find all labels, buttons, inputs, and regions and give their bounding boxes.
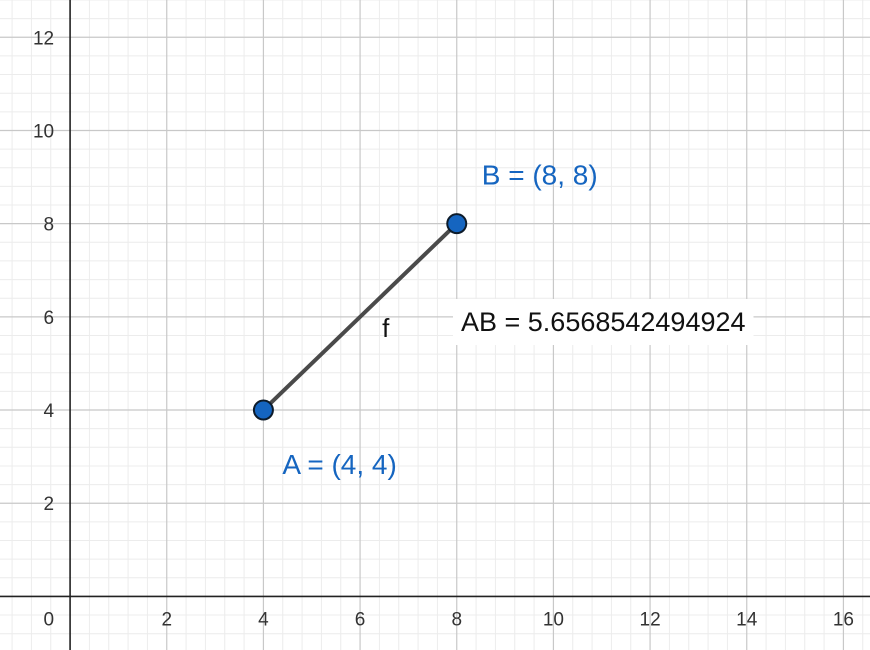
y-tick-label: 4: [44, 401, 55, 422]
segments: [261, 221, 459, 413]
origin-label: 0: [44, 609, 55, 630]
points: [252, 213, 468, 421]
x-tick-label: 16: [833, 609, 854, 630]
point-A-label: A = (4, 4): [282, 449, 396, 480]
labels: f A = (4, 4) B = (8, 8) AB = 5.656854249492…: [282, 160, 754, 480]
x-tick-label: 2: [161, 609, 172, 630]
x-tick-label: 6: [355, 609, 366, 630]
point-B-label: B = (8, 8): [482, 160, 598, 191]
x-tick-label: 10: [543, 609, 564, 630]
x-tick-label: 14: [736, 609, 758, 630]
tick-labels: 2 4 6 8 10 12 14 16 2 4 6 8 10 12 0: [33, 28, 854, 630]
y-tick-label: 6: [44, 308, 55, 329]
segment-f[interactable]: [261, 221, 459, 413]
point-A[interactable]: [252, 399, 274, 421]
segment-name-label: f: [382, 313, 390, 343]
x-tick-label: 4: [258, 609, 269, 630]
y-tick-label: 12: [33, 28, 54, 49]
x-tick-label: 8: [451, 609, 462, 630]
y-tick-label: 10: [33, 121, 54, 142]
x-tick-label: 12: [640, 609, 661, 630]
distance-label-background: [453, 299, 754, 345]
y-tick-label: 8: [44, 215, 55, 236]
distance-label: AB = 5.6568542494924: [461, 307, 746, 337]
point-B[interactable]: [446, 213, 468, 235]
y-tick-label: 2: [44, 494, 55, 515]
